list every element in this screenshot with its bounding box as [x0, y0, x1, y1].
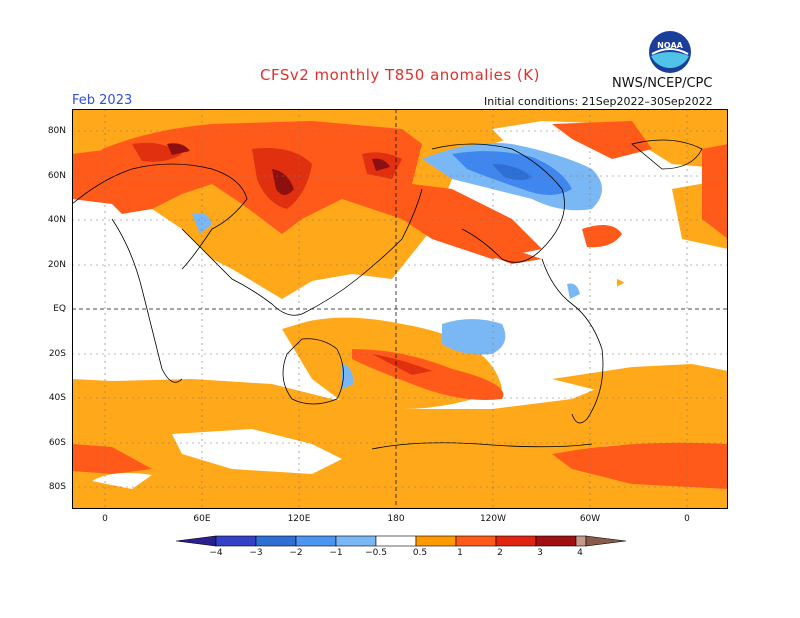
lat-label: 80N	[47, 126, 66, 136]
map-border	[72, 109, 728, 509]
t850-anomaly-map	[72, 109, 728, 509]
colorbar-label: −4	[209, 548, 223, 558]
very-warm-anomaly-fields	[167, 143, 390, 195]
colorbar-swatch	[295, 535, 337, 547]
lat-label: 20N	[47, 260, 66, 270]
colorbar-label: 1	[457, 548, 463, 558]
colorbar-arrow-cold	[176, 535, 217, 547]
colorbar-swatch	[215, 535, 257, 547]
colorbar	[176, 535, 626, 547]
coastlines	[72, 139, 703, 450]
lat-label: 20S	[48, 349, 66, 359]
agency-label: NWS/NCEP/CPC	[612, 76, 713, 91]
colorbar-swatch	[575, 535, 587, 547]
colorbar-label: −3	[249, 548, 263, 558]
lon-label: 120W	[479, 514, 507, 524]
colorbar-label: 2	[497, 548, 503, 558]
lat-label: 40N	[47, 215, 66, 225]
forecast-month: Feb 2023	[72, 93, 133, 108]
initial-conditions: Initial conditions: 21Sep2022–30Sep2022	[484, 95, 713, 108]
lon-label: 60W	[579, 514, 601, 524]
lon-label: 180	[387, 514, 405, 524]
colorbar-label: −0.5	[365, 548, 387, 558]
colorbar-swatch	[495, 535, 537, 547]
colorbar-label: 4	[577, 548, 583, 558]
colorbar-label: −2	[289, 548, 303, 558]
lat-label: 60S	[48, 438, 66, 448]
colorbar-swatch	[375, 535, 417, 547]
lat-label: EQ	[53, 304, 66, 314]
lon-label: 0	[102, 514, 108, 524]
colorbar-label: −1	[329, 548, 343, 558]
lat-label: 60N	[47, 171, 66, 181]
lon-label: 120E	[287, 514, 311, 524]
colorbar-arrow-warm	[585, 535, 626, 547]
colorbar-swatch	[415, 535, 457, 547]
noaa-logo: NOAA	[649, 31, 691, 73]
colorbar-swatch	[455, 535, 497, 547]
lon-label: 0	[684, 514, 690, 524]
lat-label: 40S	[48, 393, 66, 403]
lat-label: 80S	[48, 482, 66, 492]
graticule	[72, 109, 728, 509]
colorbar-swatch	[535, 535, 577, 547]
colorbar-swatch	[255, 535, 297, 547]
equator-dateline	[72, 109, 728, 509]
colorbar-swatch	[335, 535, 377, 547]
colorbar-label: 3	[537, 548, 543, 558]
map-title: CFSv2 monthly T850 anomalies (K)	[260, 66, 540, 84]
lon-label: 60E	[193, 514, 211, 524]
logo-text: NOAA	[657, 41, 683, 50]
colorbar-label: 0.5	[412, 548, 428, 558]
